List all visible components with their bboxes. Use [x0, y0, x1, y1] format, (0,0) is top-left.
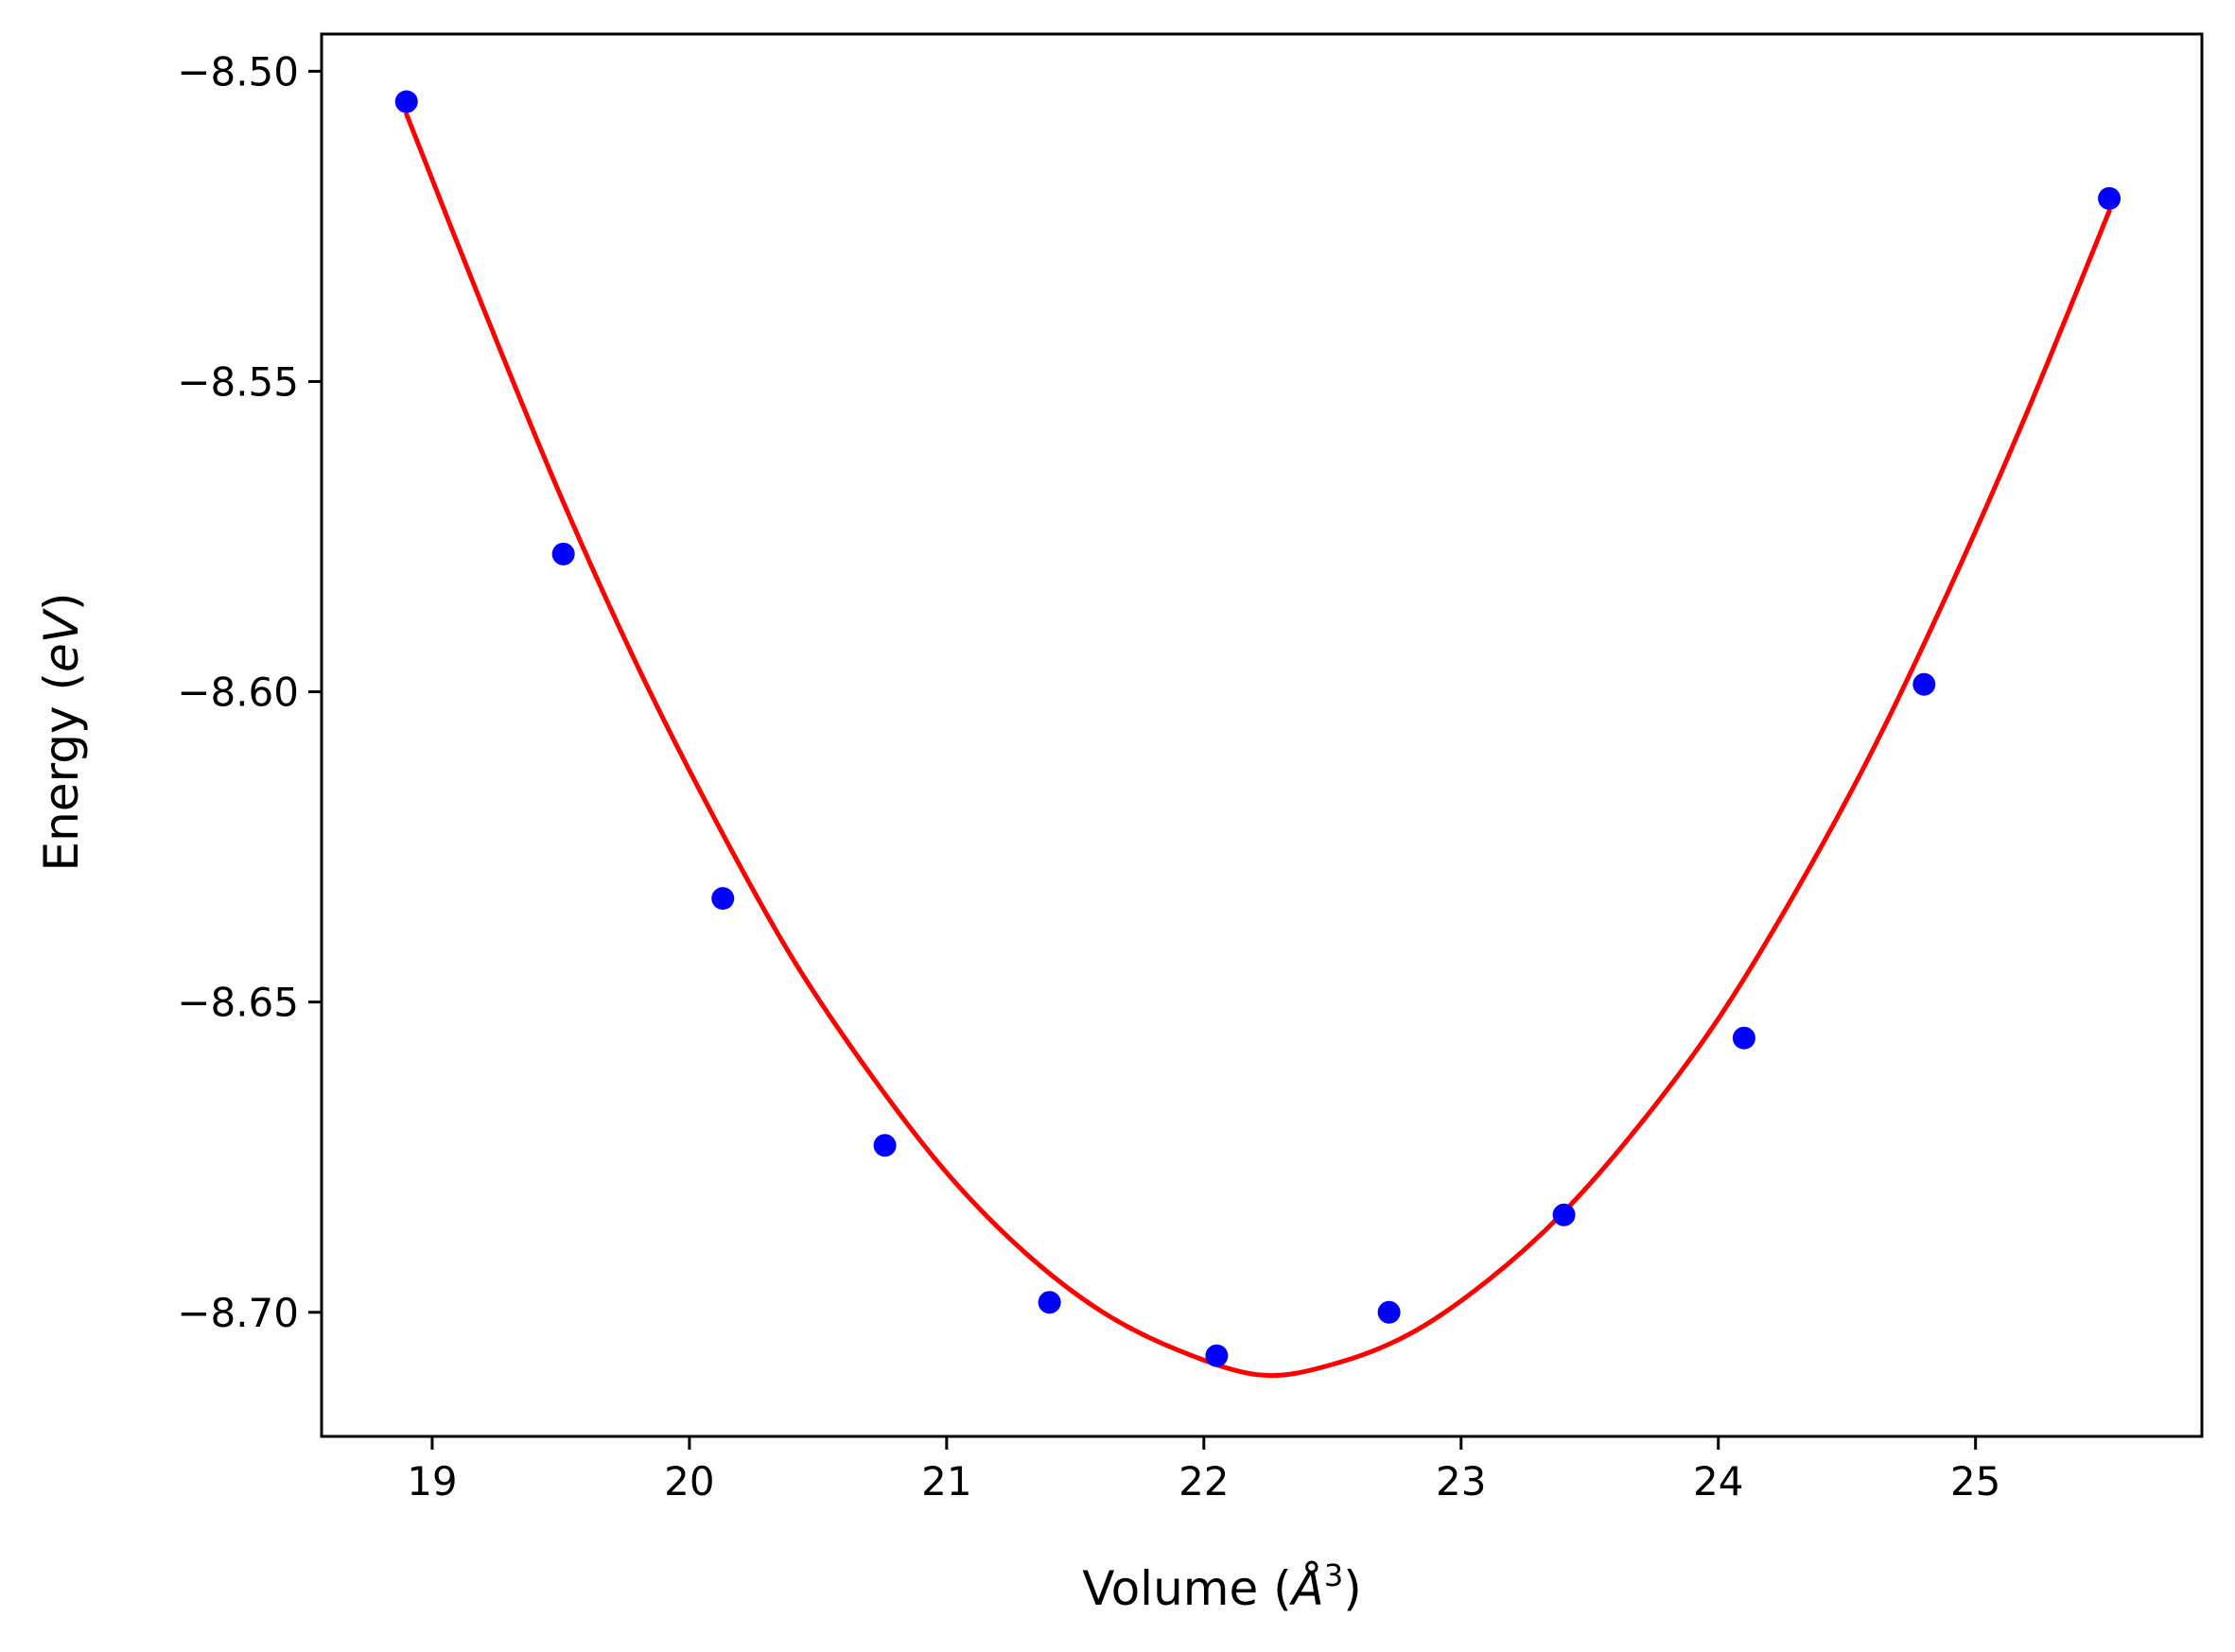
x-axis-label: Volume (Å3) [1082, 1557, 1361, 1616]
y-tick-label: −8.55 [177, 358, 299, 405]
x-axis-label-superscript: 3 [1324, 1557, 1343, 1593]
data-point [1552, 1203, 1576, 1226]
y-tick-label: −8.70 [177, 1290, 299, 1336]
data-point [873, 1134, 897, 1157]
y-axis-label-prefix: Energy ( [34, 672, 89, 871]
x-axis-ticks: 19 20 21 22 23 24 25 [407, 1436, 2000, 1504]
data-point [1038, 1291, 1061, 1314]
x-tick-label: 19 [407, 1458, 457, 1504]
y-axis-label-symbol: eV [34, 607, 89, 672]
plot-frame [320, 32, 2204, 1438]
y-tick-label: −8.50 [177, 48, 299, 95]
y-tick-label: −8.60 [177, 669, 299, 716]
y-axis-label-suffix: ) [34, 593, 89, 612]
x-axis-label-suffix: ) [1343, 1561, 1362, 1616]
x-tick-label: 25 [1950, 1458, 2000, 1504]
y-axis-label: Energy (eV) [34, 593, 89, 872]
data-point [711, 887, 735, 911]
data-point [394, 90, 418, 113]
x-axis-label-prefix: Volume ( [1082, 1561, 1291, 1616]
x-tick-label: 23 [1436, 1458, 1486, 1504]
data-point [1732, 1026, 1755, 1050]
data-point [2098, 186, 2122, 210]
data-point [551, 542, 575, 565]
series-layer [394, 90, 2122, 1379]
x-tick-label: 22 [1179, 1458, 1229, 1504]
data-point [1912, 672, 1936, 696]
y-tick-label: −8.65 [177, 980, 299, 1026]
data-point [1205, 1344, 1229, 1367]
x-tick-label: 24 [1693, 1458, 1743, 1504]
data-point [1377, 1300, 1401, 1324]
fit-curve [404, 112, 2112, 1379]
x-axis-label-symbol: Å [1289, 1561, 1324, 1616]
x-tick-label: 21 [921, 1458, 971, 1504]
plot-area [320, 32, 2204, 1438]
y-axis-ticks: −8.50 −8.55 −8.60 −8.65 −8.70 [177, 48, 322, 1336]
x-tick-label: 20 [664, 1458, 714, 1504]
